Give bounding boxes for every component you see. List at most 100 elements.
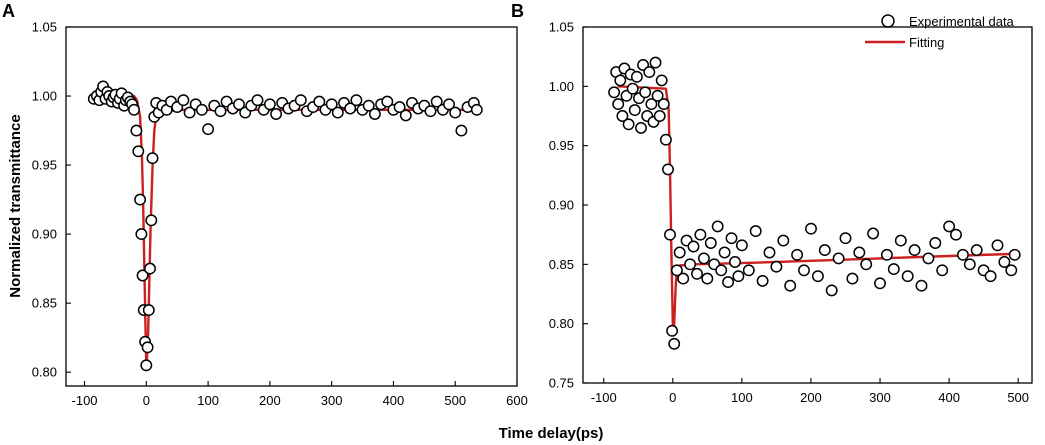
data-point bbox=[263, 98, 276, 111]
data-point bbox=[251, 94, 264, 107]
data-point bbox=[691, 267, 703, 280]
data-point bbox=[655, 74, 668, 87]
data-point bbox=[659, 133, 672, 146]
data-point bbox=[350, 94, 363, 107]
data-point bbox=[368, 108, 381, 120]
data-point bbox=[651, 89, 664, 102]
data-point bbox=[784, 279, 797, 292]
y-tick-label: 1.00 bbox=[549, 79, 574, 94]
data-point bbox=[142, 304, 155, 317]
y-tick-label: 0.90 bbox=[549, 198, 574, 213]
data-point bbox=[146, 152, 159, 165]
data-point bbox=[635, 121, 647, 134]
data-point bbox=[729, 256, 741, 268]
data-point bbox=[135, 228, 148, 241]
data-point bbox=[130, 124, 143, 137]
data-point bbox=[399, 109, 412, 122]
x-tick-label: 400 bbox=[383, 393, 405, 408]
data-point bbox=[214, 105, 227, 118]
data-point bbox=[657, 98, 670, 111]
legend-line-label: Fitting bbox=[909, 35, 944, 50]
data-point bbox=[922, 252, 935, 265]
data-point bbox=[666, 324, 679, 337]
data-point bbox=[643, 66, 656, 79]
legend-scatter-label: Experimental data bbox=[909, 14, 1015, 29]
y-tick-label: 1.05 bbox=[549, 20, 574, 35]
y-tick-label: 0.85 bbox=[32, 296, 57, 311]
data-point bbox=[732, 270, 745, 283]
data-point bbox=[697, 252, 710, 265]
data-point bbox=[722, 276, 735, 289]
data-point bbox=[950, 228, 962, 241]
data-point bbox=[860, 258, 873, 271]
x-tick-label: 200 bbox=[259, 393, 281, 408]
data-point bbox=[612, 98, 625, 111]
data-point bbox=[853, 246, 866, 259]
x-tick-label: 100 bbox=[731, 390, 753, 405]
panel-b-frame bbox=[582, 26, 1033, 384]
data-point bbox=[846, 272, 859, 285]
data-point bbox=[132, 145, 145, 158]
data-point bbox=[294, 94, 307, 107]
data-point bbox=[756, 274, 769, 287]
data-point bbox=[443, 98, 455, 111]
data-point bbox=[956, 248, 969, 261]
data-point bbox=[963, 258, 976, 271]
data-point bbox=[874, 277, 886, 290]
x-tick-label: 500 bbox=[1007, 390, 1029, 405]
data-point bbox=[639, 86, 652, 99]
panel-a-chart: A 0.80 0.85 0.90 0.95 1.00 1.05 -100 0 100 200 30… bbox=[2, 1, 528, 408]
data-point bbox=[694, 228, 707, 241]
data-point bbox=[614, 74, 627, 87]
fit-line bbox=[96, 94, 477, 367]
data-point bbox=[233, 98, 245, 111]
data-point bbox=[887, 263, 900, 276]
data-point bbox=[677, 272, 690, 285]
x-tick-label: 600 bbox=[506, 393, 528, 408]
y-tick-label: 1.05 bbox=[32, 20, 57, 35]
data-point bbox=[622, 118, 635, 131]
data-point bbox=[362, 99, 375, 112]
data-point bbox=[628, 104, 641, 117]
data-point bbox=[325, 98, 338, 111]
data-point bbox=[141, 341, 154, 354]
data-point bbox=[936, 264, 949, 277]
data-point bbox=[626, 82, 639, 95]
data-point bbox=[668, 337, 681, 350]
data-point bbox=[202, 123, 215, 136]
data-point bbox=[929, 237, 942, 249]
data-point bbox=[145, 214, 158, 227]
x-tick-label: -100 bbox=[591, 390, 617, 405]
x-tick-label: 0 bbox=[143, 393, 150, 408]
data-point bbox=[749, 225, 762, 238]
x-tick-label: 400 bbox=[938, 390, 960, 405]
data-point bbox=[763, 246, 776, 259]
data-point bbox=[455, 124, 468, 137]
data-point bbox=[645, 98, 658, 111]
y-tick-label: 0.75 bbox=[549, 376, 574, 391]
legend-marker-icon bbox=[881, 14, 895, 28]
x-tick-label: 500 bbox=[444, 393, 466, 408]
data-point bbox=[128, 103, 140, 116]
y-tick-label: 0.80 bbox=[32, 365, 57, 380]
data-point bbox=[970, 244, 983, 257]
x-axis-title: Time delay(ps) bbox=[499, 425, 604, 442]
data-point bbox=[177, 94, 190, 107]
data-point bbox=[1008, 248, 1021, 261]
panel-a-label: A bbox=[2, 1, 15, 21]
data-point bbox=[144, 262, 156, 275]
data-point bbox=[662, 163, 674, 176]
data-point bbox=[991, 239, 1004, 252]
data-point bbox=[791, 248, 804, 261]
y-tick-label: 1.00 bbox=[32, 89, 57, 104]
legend: Experimental data Fitting bbox=[865, 14, 1015, 50]
data-point bbox=[825, 284, 838, 297]
data-point bbox=[984, 270, 997, 283]
data-point bbox=[894, 234, 907, 247]
data-point bbox=[449, 106, 462, 119]
data-point bbox=[608, 86, 621, 99]
data-point bbox=[742, 264, 755, 277]
panel-b-chart: B 0.75 0.80 0.85 0.90 0.95 1.00 1.05 -100 0 100 2… bbox=[511, 1, 1033, 405]
data-point bbox=[393, 101, 406, 114]
y-tick-label: 0.80 bbox=[549, 316, 574, 331]
